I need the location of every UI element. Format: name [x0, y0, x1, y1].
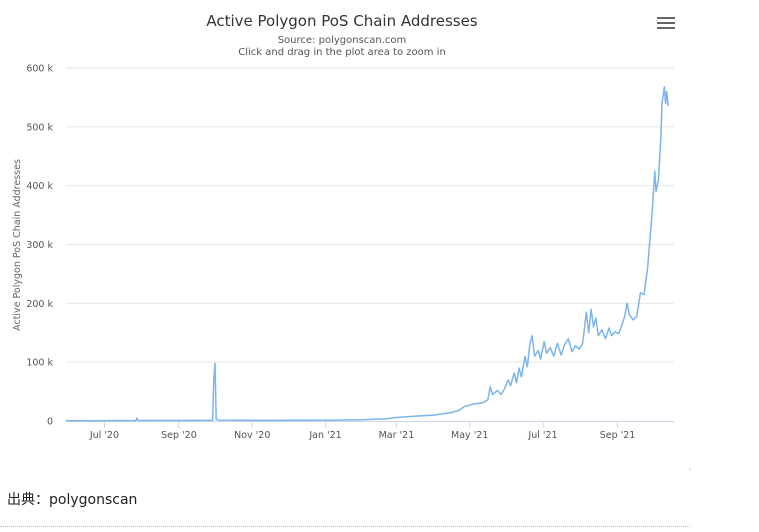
chart-svg[interactable]: 0 100 k 200 k 300 k 400 k 500 k 600 k Jul '20 S…: [0, 0, 690, 470]
y-tick-label: 400 k: [26, 181, 53, 192]
x-tick-label: Sep '21: [600, 430, 636, 441]
x-tick-label: Nov '20: [234, 430, 270, 441]
divider-mark: [689, 468, 691, 470]
series-layer[interactable]: [65, 86, 669, 422]
chart-container[interactable]: 0 100 k 200 k 300 k 400 k 500 k 600 k Jul '20 S…: [0, 0, 690, 470]
x-tick-label: Jul '21: [527, 430, 557, 441]
y-tick-label: 600 k: [26, 64, 53, 75]
y-tick-label: 100 k: [26, 358, 53, 369]
x-tick-label: Jan '21: [308, 430, 341, 441]
x-tick-label: Mar '21: [379, 430, 415, 441]
series-line[interactable]: [65, 86, 669, 422]
y-axis: 0 100 k 200 k 300 k 400 k 500 k 600 k: [26, 64, 53, 428]
hamburger-menu-icon[interactable]: [657, 15, 675, 31]
x-tick-label: Jul '20: [89, 430, 119, 441]
y-tick-label: 300 k: [26, 240, 53, 251]
y-tick-label: 0: [47, 417, 53, 428]
source-caption: 出典：polygonscan: [7, 492, 138, 508]
x-tick-label: Sep '20: [161, 430, 197, 441]
chart-source-subtitle: Source: polygonscan.com: [278, 35, 407, 46]
x-tick-label: May '21: [451, 430, 488, 441]
y-axis-title: Active Polygon PoS Chain Addresses: [12, 159, 23, 331]
x-axis: Jul '20 Sep '20 Nov '20 Jan '21 Mar '21 May '…: [66, 421, 674, 441]
divider: [0, 526, 690, 527]
chart-zoom-hint: Click and drag in the plot area to zoom …: [238, 47, 446, 58]
y-tick-label: 500 k: [26, 122, 53, 133]
chart-title: Active Polygon PoS Chain Addresses: [206, 12, 477, 30]
grid-lines: [66, 67, 674, 363]
y-tick-label: 200 k: [26, 299, 53, 310]
